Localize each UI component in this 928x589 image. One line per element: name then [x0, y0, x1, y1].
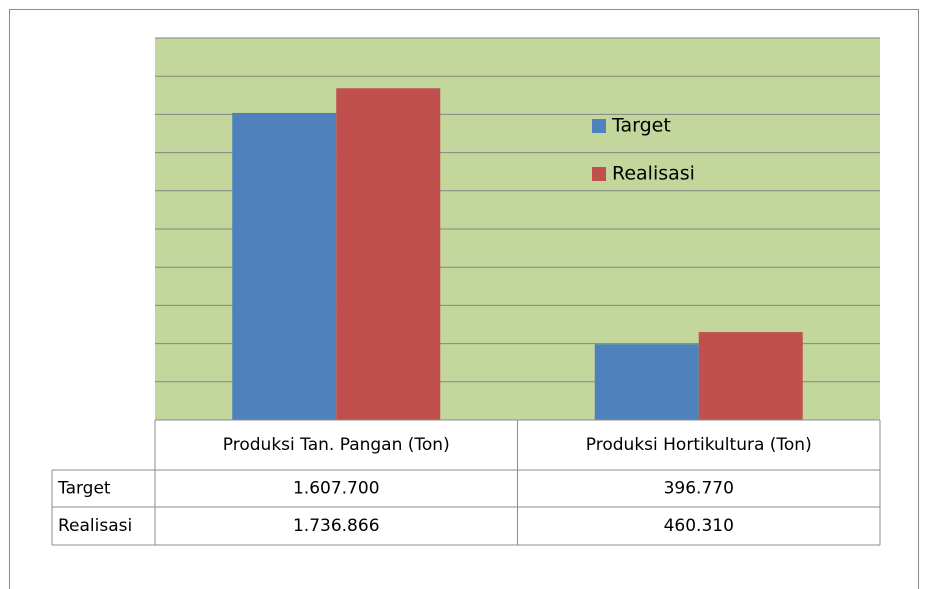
bar — [336, 88, 441, 420]
table-row-header: Realisasi — [58, 516, 132, 536]
table-row-header: Target — [57, 479, 111, 499]
value-label: 1.607.700 — [293, 479, 380, 499]
value-label: 460.310 — [664, 516, 734, 536]
legend-label: Target — [611, 115, 671, 137]
legend-swatch — [592, 167, 606, 181]
bar — [594, 344, 699, 420]
bar — [232, 112, 337, 421]
legend-label: Realisasi — [612, 163, 695, 185]
value-label: 1.736.866 — [293, 516, 380, 536]
legend-swatch — [592, 119, 606, 133]
value-label: 396.770 — [664, 479, 734, 499]
x-tick-label: Produksi Tan. Pangan (Ton) — [223, 435, 450, 455]
bar — [698, 332, 803, 420]
x-tick-label: Produksi Hortikultura (Ton) — [586, 435, 812, 455]
